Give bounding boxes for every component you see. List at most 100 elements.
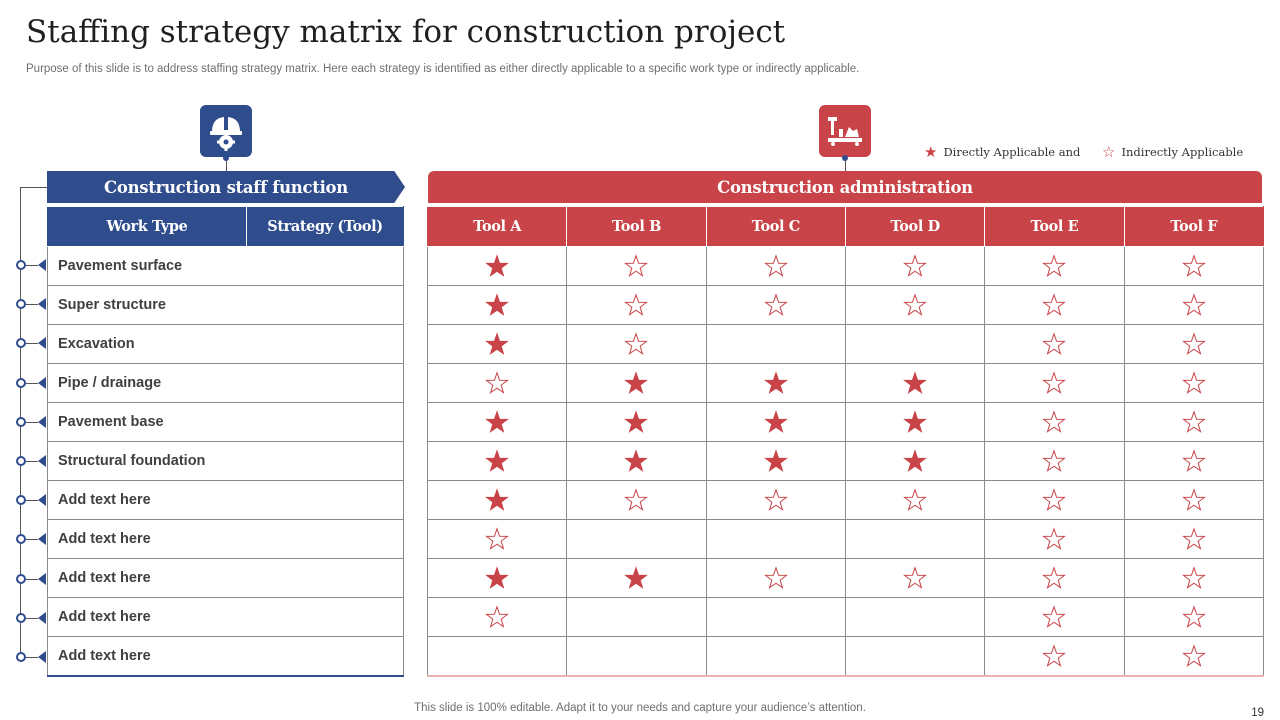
- filled-star-icon: [763, 449, 788, 472]
- row-bullet-line: [26, 343, 38, 345]
- matrix-cell: [844, 480, 986, 520]
- tool-matrix-table: Tool A Tool B Tool C Tool D Tool E Tool F: [426, 206, 1265, 677]
- outline-star-icon: [1042, 644, 1067, 667]
- matrix-cell: [705, 363, 846, 403]
- outline-star-icon: [903, 566, 928, 589]
- work-type-cell: Add text here: [47, 558, 404, 598]
- outline-star-icon: [1181, 644, 1206, 667]
- matrix-cell: [566, 441, 707, 481]
- row-arrow-icon: [38, 415, 46, 428]
- matrix-cell: [1123, 636, 1265, 677]
- outline-star-icon: [1181, 293, 1206, 316]
- outline-star-icon: [1042, 488, 1067, 511]
- matrix-cell: [1123, 285, 1265, 325]
- matrix-cell: [984, 636, 1125, 677]
- legend-direct-label: Directly Applicable and: [943, 145, 1081, 159]
- row-bullet: [16, 652, 26, 662]
- row-bullet: [16, 377, 26, 388]
- outline-star-icon: [1181, 332, 1206, 355]
- work-type-cell: Pavement base: [47, 402, 404, 442]
- staff-function-banner: Construction staff function: [47, 171, 405, 203]
- matrix-cell: [1123, 519, 1265, 559]
- matrix-cell: [566, 558, 707, 598]
- matrix-cell: [984, 363, 1125, 403]
- matrix-cell: [426, 558, 568, 598]
- matrix-cell: [426, 636, 568, 677]
- header-strategy-tool: Strategy (Tool): [246, 206, 404, 247]
- outline-star-icon: [624, 254, 649, 277]
- matrix-cell: [844, 324, 986, 364]
- matrix-cell: [426, 363, 568, 403]
- outline-star-icon: [1042, 254, 1067, 277]
- matrix-cell: [844, 558, 986, 598]
- table-row: Pipe / drainage: [47, 363, 404, 403]
- outline-star-icon: [1042, 449, 1067, 472]
- matrix-cell: [984, 519, 1125, 559]
- row-bullet-line: [26, 461, 38, 462]
- table-row: [426, 363, 1265, 403]
- row-bullet: [16, 612, 26, 623]
- matrix-cell: [705, 441, 846, 481]
- filled-star-icon: [485, 488, 510, 511]
- row-bullet-line: [26, 578, 38, 580]
- row-bullet-line: [26, 304, 38, 306]
- page-subtitle: Purpose of this slide is to address staf…: [26, 63, 860, 75]
- row-arrow-icon: [38, 572, 46, 585]
- matrix-cell: [426, 519, 568, 559]
- work-type-cell: Add text here: [47, 480, 404, 520]
- table-row: Pavement base: [47, 402, 404, 442]
- outline-star-icon: [1181, 527, 1206, 550]
- header-tool-c: Tool C: [705, 206, 846, 247]
- matrix-cell: [844, 441, 986, 481]
- matrix-cell: [1123, 324, 1265, 364]
- matrix-cell: [705, 324, 846, 364]
- filled-star-icon: [485, 449, 510, 472]
- matrix-cell: [705, 402, 846, 442]
- administration-banner: Construction administration: [428, 171, 1262, 203]
- outline-star-icon: [903, 293, 928, 316]
- right-icon-connector-dot: [842, 155, 848, 161]
- matrix-cell: [705, 636, 846, 677]
- matrix-cell: [705, 597, 846, 637]
- row-arrow-icon: [38, 611, 46, 624]
- row-bullet: [16, 338, 26, 349]
- row-arrow-icon: [38, 259, 46, 271]
- row-bullet: [16, 456, 26, 466]
- matrix-cell: [984, 441, 1125, 481]
- outline-star-icon: [624, 332, 649, 355]
- outline-star-icon: [1181, 449, 1206, 472]
- matrix-cell: [844, 597, 986, 637]
- matrix-cell: [705, 285, 846, 325]
- work-type-table: Work Type Strategy (Tool) Pavement surfa…: [47, 206, 404, 677]
- row-bullet-line: [26, 539, 38, 541]
- table-row: [426, 441, 1265, 481]
- work-type-cell: Add text here: [47, 636, 404, 677]
- matrix-cell: [984, 285, 1125, 325]
- page-number: 19: [1251, 707, 1264, 719]
- matrix-cell: [566, 636, 707, 677]
- matrix-cell: [566, 480, 707, 520]
- work-type-cell: Structural foundation: [47, 441, 404, 481]
- matrix-cell: [566, 402, 707, 442]
- outline-star-icon: [1181, 254, 1206, 277]
- table-row: [426, 480, 1265, 520]
- filled-star-icon: [485, 332, 510, 355]
- filled-star-icon: ★: [924, 143, 938, 161]
- work-type-cell: Super structure: [47, 285, 404, 325]
- work-type-cell: Excavation: [47, 324, 404, 364]
- matrix-cell: [566, 246, 707, 286]
- matrix-cell: [426, 246, 568, 286]
- work-type-cell: Pavement surface: [47, 246, 404, 286]
- outline-star-icon: [763, 488, 788, 511]
- row-arrow-icon: [38, 337, 46, 350]
- table-row: Excavation: [47, 324, 404, 364]
- filled-star-icon: [763, 410, 788, 433]
- table-row: [426, 636, 1265, 677]
- footer-note: This slide is 100% editable. Adapt it to…: [414, 702, 866, 714]
- table-row: Pavement surface: [47, 246, 404, 286]
- table-row: [426, 285, 1265, 325]
- outline-star-icon: [1181, 371, 1206, 394]
- filled-star-icon: [485, 293, 510, 316]
- row-bullet-line: [26, 617, 38, 619]
- table-row: [426, 402, 1265, 442]
